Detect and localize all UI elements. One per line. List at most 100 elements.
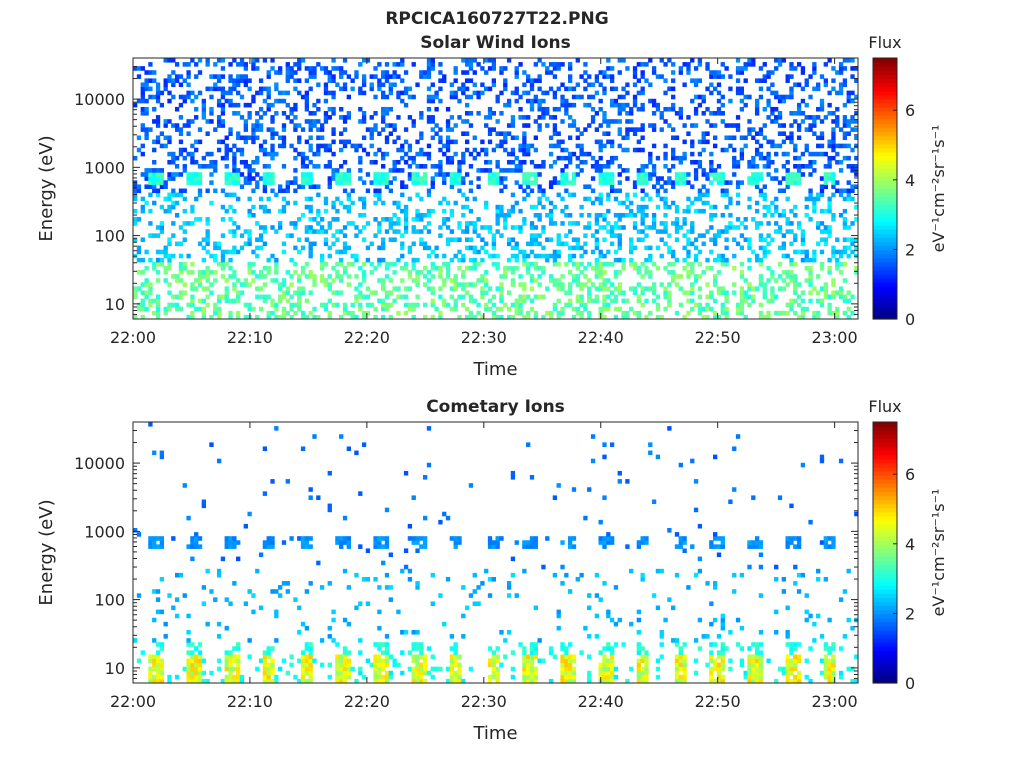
heatmap-cell xyxy=(293,674,298,680)
heatmap-cell xyxy=(270,646,275,651)
heatmap-cell xyxy=(480,139,485,145)
heatmap-cell xyxy=(552,115,558,120)
heatmap-cell xyxy=(381,678,386,684)
heatmap-cell xyxy=(316,106,321,112)
heatmap-cell xyxy=(331,265,336,271)
heatmap-cell xyxy=(216,102,222,108)
heatmap-cell xyxy=(426,212,432,218)
heatmap-cell xyxy=(274,265,279,271)
heatmap-cell xyxy=(464,204,470,210)
heatmap-cell xyxy=(682,290,687,296)
heatmap-cell xyxy=(583,265,588,271)
heatmap-cell xyxy=(487,253,493,259)
heatmap-cell xyxy=(373,66,378,71)
heatmap-cell xyxy=(594,298,600,304)
panel-title: Cometary Ions xyxy=(426,397,565,417)
heatmap-cell xyxy=(602,70,607,75)
heatmap-cell xyxy=(514,225,519,230)
heatmap-cell xyxy=(331,617,336,623)
heatmap-cell xyxy=(304,670,310,676)
heatmap-cell xyxy=(381,560,386,566)
heatmap-cell xyxy=(205,188,210,194)
heatmap-cell xyxy=(762,282,767,287)
heatmap-cell xyxy=(743,94,748,100)
heatmap-cell xyxy=(518,294,523,300)
heatmap-cell xyxy=(793,111,798,116)
heatmap-cell xyxy=(411,265,416,271)
heatmap-cell xyxy=(575,261,580,267)
heatmap-cell xyxy=(163,135,168,141)
heatmap-cell xyxy=(381,245,386,251)
heatmap-cell xyxy=(804,204,809,210)
heatmap-cell xyxy=(770,200,775,206)
heatmap-cell xyxy=(571,237,577,243)
heatmap-cell xyxy=(800,257,806,263)
heatmap-cell xyxy=(453,544,458,549)
heatmap-cell xyxy=(384,674,390,680)
heatmap-cell xyxy=(308,241,313,247)
heatmap-cell xyxy=(400,90,405,96)
x-tick-label: 22:40 xyxy=(578,328,624,347)
heatmap-cell xyxy=(381,70,386,75)
heatmap-cell xyxy=(464,229,470,234)
heatmap-cell xyxy=(148,257,153,263)
heatmap-cell xyxy=(487,662,493,668)
heatmap-cell xyxy=(606,662,611,668)
heatmap-cell xyxy=(648,98,653,104)
heatmap-cell xyxy=(526,314,531,320)
heatmap-cell xyxy=(713,241,718,247)
heatmap-cell xyxy=(571,487,577,492)
heatmap-cell xyxy=(144,306,149,312)
heatmap-cell xyxy=(438,233,443,238)
colorbar-segment xyxy=(873,282,897,287)
heatmap-cell xyxy=(415,192,420,198)
heatmap-cell xyxy=(568,86,573,92)
heatmap-cell xyxy=(827,265,832,271)
heatmap-cell xyxy=(842,102,848,108)
heatmap-cell xyxy=(476,601,481,607)
heatmap-cell xyxy=(510,572,516,578)
heatmap-cell xyxy=(571,536,577,541)
heatmap-cell xyxy=(400,192,405,198)
heatmap-cell xyxy=(800,98,806,104)
heatmap-cell xyxy=(552,131,558,136)
heatmap-cell xyxy=(331,217,336,222)
heatmap-cell xyxy=(480,237,485,243)
heatmap-cell xyxy=(159,90,165,96)
heatmap-cell xyxy=(800,306,806,312)
heatmap-cell xyxy=(140,98,145,104)
heatmap-cell xyxy=(308,674,313,680)
heatmap-cell xyxy=(606,532,611,537)
heatmap-cell xyxy=(655,568,661,574)
heatmap-cell xyxy=(484,302,489,308)
heatmap-cell xyxy=(850,237,855,243)
heatmap-cell xyxy=(186,515,191,521)
heatmap-cell xyxy=(327,503,332,509)
heatmap-cell xyxy=(358,294,363,300)
heatmap-cell xyxy=(312,70,317,75)
heatmap-cell xyxy=(335,261,340,267)
heatmap-cell xyxy=(159,670,165,676)
heatmap-cell xyxy=(808,270,813,275)
heatmap-cell xyxy=(278,135,283,141)
heatmap-cell xyxy=(720,188,725,194)
heatmap-cell xyxy=(526,176,531,181)
heatmap-cell xyxy=(453,298,458,304)
heatmap-cell xyxy=(491,127,496,132)
heatmap-cell xyxy=(358,491,363,496)
heatmap-cell xyxy=(155,589,161,594)
heatmap-cell xyxy=(793,233,798,238)
heatmap-cell xyxy=(785,217,790,222)
heatmap-cell xyxy=(667,528,672,533)
heatmap-cell xyxy=(701,98,706,104)
heatmap-cell xyxy=(140,66,145,71)
heatmap-cell xyxy=(190,261,195,267)
heatmap-cell xyxy=(743,294,748,300)
heatmap-cell xyxy=(133,638,138,643)
heatmap-cell xyxy=(796,106,802,112)
heatmap-cell xyxy=(388,131,393,136)
heatmap-cell xyxy=(671,86,676,92)
heatmap-cell xyxy=(461,274,466,279)
heatmap-cell xyxy=(224,192,229,198)
heatmap-cell xyxy=(506,102,512,108)
